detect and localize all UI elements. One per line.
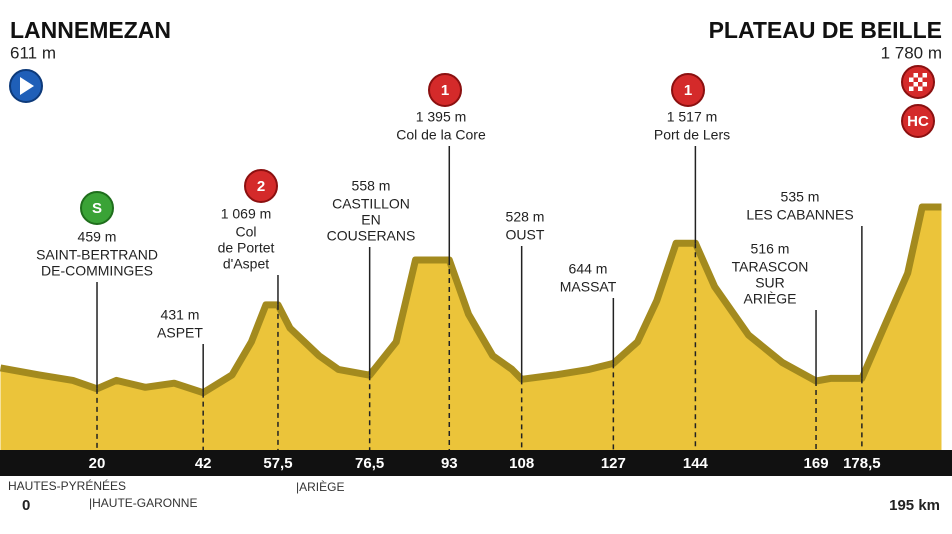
- km-label: 178,5: [843, 455, 881, 472]
- waypoint-elevation: 644 m: [569, 261, 608, 277]
- category-badge: [244, 169, 278, 203]
- waypoint-name: SAINT-BERTRAND: [36, 247, 158, 263]
- category-badge: [80, 191, 114, 225]
- finish-elevation: 1 780 m: [881, 43, 942, 62]
- hc-badge-text: HC: [907, 113, 929, 130]
- waypoint-elevation: 1 395 m: [416, 109, 467, 125]
- start-icon: [9, 69, 43, 103]
- waypoint-name: CASTILLON: [332, 196, 410, 212]
- km-label: 57,5: [263, 455, 292, 472]
- hc-badge: [901, 104, 935, 138]
- waypoint-name: MASSAT: [560, 279, 617, 295]
- km-label: 20: [89, 455, 106, 472]
- waypoint-elevation: 558 m: [352, 178, 391, 194]
- category-badge-text: 1: [684, 82, 692, 99]
- distance-bar: [0, 450, 952, 476]
- waypoint-elevation: 431 m: [161, 307, 200, 323]
- waypoint-elevation: 535 m: [781, 189, 820, 205]
- km-labels: 20 42 57,5 76,5 93 108 127 144 169 178,5: [89, 455, 881, 472]
- waypoint-name: COUSERANS: [327, 228, 416, 244]
- waypoint-name: Port de Lers: [654, 127, 730, 143]
- km-label: 144: [683, 455, 709, 472]
- region-label: |ARIÈGE: [296, 479, 344, 494]
- profile-area: [0, 207, 942, 450]
- category-badge-text: S: [92, 200, 102, 217]
- km-label: 93: [441, 455, 458, 472]
- finish-icon: [901, 65, 935, 99]
- waypoint-elevation: 1 517 m: [667, 109, 718, 125]
- category-badge: [428, 73, 462, 107]
- waypoint-name: DE-COMMINGES: [41, 263, 153, 279]
- km-label: 108: [509, 455, 534, 472]
- km-label: 76,5: [355, 455, 384, 472]
- waypoint-name: Col de la Core: [396, 127, 486, 143]
- waypoint-elevation: 516 m: [751, 241, 790, 257]
- waypoint-name: d'Aspet: [223, 256, 269, 272]
- km-label: 169: [804, 455, 829, 472]
- waypoint-name: EN: [361, 212, 380, 228]
- category-badge-text: 2: [257, 178, 265, 195]
- end-km: 195 km: [889, 497, 940, 514]
- waypoint-name: de Portet: [218, 240, 275, 256]
- finish-name: PLATEAU DE BEILLE: [709, 17, 942, 43]
- profile-ridge: [0, 203, 942, 397]
- waypoint-name: SUR: [755, 275, 785, 291]
- waypoint-name: TARASCON: [732, 259, 809, 275]
- start-elevation: 611 m: [10, 43, 56, 62]
- waypoint-name: OUST: [506, 227, 545, 243]
- waypoint-elevation: 528 m: [506, 209, 545, 225]
- start-km: 0: [22, 497, 30, 514]
- region-label: |HAUTE-GARONNE: [89, 496, 197, 510]
- start-name: LANNEMEZAN: [10, 17, 171, 43]
- waypoint-name: ASPET: [157, 325, 203, 341]
- waypoint-elevation: 459 m: [78, 229, 117, 245]
- waypoint-name: ARIÈGE: [744, 291, 797, 307]
- waypoint-name: Col: [235, 224, 256, 240]
- region-label: HAUTES-PYRÉNÉES: [8, 478, 126, 493]
- km-label: 127: [601, 455, 626, 472]
- category-badge: [671, 73, 705, 107]
- waypoint-elevation: 1 069 m: [221, 206, 272, 222]
- waypoint-name: LES CABANNES: [746, 207, 853, 223]
- km-label: 42: [195, 455, 212, 472]
- category-badge-text: 1: [441, 82, 449, 99]
